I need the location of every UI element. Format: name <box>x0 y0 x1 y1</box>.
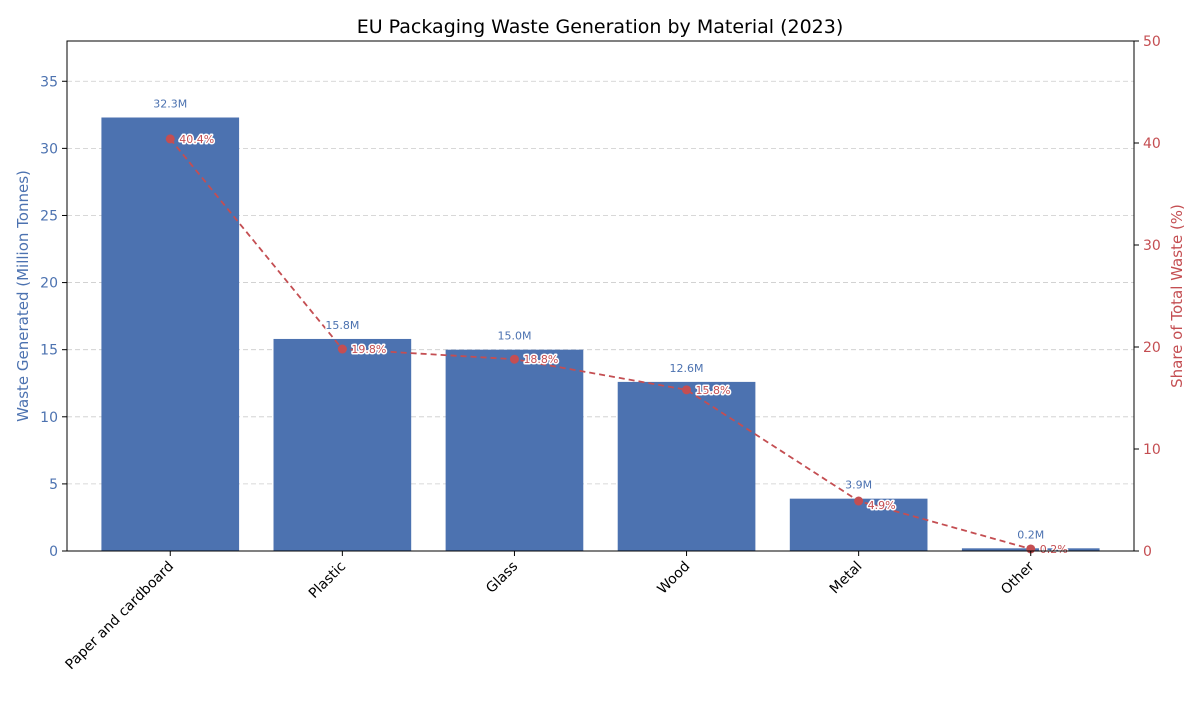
y-tick-label: 35 <box>40 74 58 90</box>
y-tick-label: 5 <box>49 477 58 493</box>
bar-data-label: 12.6M <box>670 362 704 375</box>
y-tick-label: 30 <box>40 141 58 157</box>
y-tick-label: 20 <box>40 276 58 292</box>
y2-tick-label: 20 <box>1143 340 1161 356</box>
x-tick-label: Plastic <box>306 559 349 602</box>
line-point <box>337 344 347 354</box>
bar <box>273 338 412 551</box>
bar <box>789 498 928 551</box>
x-tick-label: Metal <box>827 559 866 598</box>
y-tick-label: 0 <box>49 544 58 560</box>
bar <box>445 349 584 551</box>
x-tick-label: Other <box>998 558 1038 598</box>
share-line <box>169 138 1031 550</box>
y2-tick-label: 50 <box>1143 34 1161 50</box>
y2-tick-label: 30 <box>1143 238 1161 254</box>
y-tick-label: 10 <box>40 410 58 426</box>
bar-data-label: 15.0M <box>497 330 531 343</box>
y2-axis-label: Share of Total Waste (%) <box>1168 204 1186 388</box>
line-data-label: 19.8% <box>351 343 386 356</box>
bar-data-label: 15.8M <box>325 319 359 332</box>
y2-tick-label: 40 <box>1143 136 1161 152</box>
x-tick-label: Glass <box>483 559 521 597</box>
line-point <box>682 385 692 395</box>
bar <box>617 381 756 551</box>
line-data-label: 0.2% <box>1040 543 1068 556</box>
line-point <box>165 134 175 144</box>
y2-tick-label: 0 <box>1143 544 1152 560</box>
x-tick-label: Paper and cardboard <box>63 559 178 674</box>
bar-data-label: 0.2M <box>1017 528 1044 541</box>
line-data-label: 4.9% <box>868 499 896 512</box>
line-data-label: 40.4% <box>179 133 214 146</box>
line-data-label: 15.8% <box>696 384 731 397</box>
bar <box>101 117 240 551</box>
plot-frame <box>66 40 1135 552</box>
line-point <box>854 496 864 506</box>
y-tick-label: 25 <box>40 208 58 224</box>
bar-data-label: 3.9M <box>845 479 872 492</box>
y-axis-label: Waste Generated (Million Tonnes) <box>14 170 32 422</box>
y-tick-label: 15 <box>40 343 58 359</box>
x-tick-label: Wood <box>654 559 693 598</box>
chart-title: EU Packaging Waste Generation by Materia… <box>357 16 844 38</box>
line-point <box>509 354 519 364</box>
bar-data-label: 32.3M <box>153 98 187 111</box>
line-data-label: 18.8% <box>523 353 558 366</box>
y2-tick-label: 10 <box>1143 442 1161 458</box>
